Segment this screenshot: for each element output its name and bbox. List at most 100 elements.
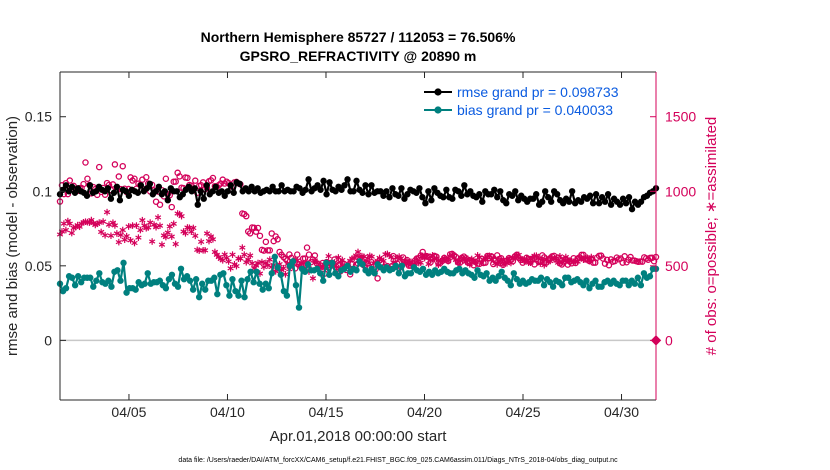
bias-point bbox=[253, 268, 260, 275]
obs-assimilated-point bbox=[203, 230, 211, 237]
obs-possible-point bbox=[242, 212, 250, 220]
bias-point bbox=[229, 276, 236, 283]
obs-assimilated-point bbox=[241, 251, 248, 258]
bias-point bbox=[232, 287, 239, 295]
bias-point bbox=[329, 259, 336, 267]
obs-assimilated-point bbox=[254, 259, 262, 267]
y-axis-right-label: # of obs: o=possible; ∗=assimilated bbox=[703, 117, 720, 356]
bias-point bbox=[214, 290, 221, 298]
obs-assimilated-point bbox=[135, 234, 142, 241]
bias-point bbox=[395, 270, 403, 277]
obs-assimilated-point bbox=[313, 259, 320, 267]
rmse-point bbox=[601, 198, 609, 205]
y-tick-label: 0.15 bbox=[25, 109, 52, 125]
obs-assimilated-point bbox=[192, 232, 199, 240]
rmse-point bbox=[350, 188, 357, 195]
rmse-point bbox=[395, 192, 402, 199]
rmse-point bbox=[503, 200, 510, 207]
bias-point bbox=[177, 265, 185, 272]
bias-point bbox=[114, 267, 121, 274]
obs-assimilated-point bbox=[66, 220, 73, 227]
bias-point bbox=[105, 277, 112, 284]
obs-assimilated-point bbox=[119, 226, 126, 234]
rmse-point bbox=[592, 191, 600, 198]
legend-marker-rmse bbox=[434, 88, 442, 96]
obs-assimilated-point bbox=[527, 259, 534, 266]
rmse-point bbox=[104, 185, 112, 192]
obs-possible-point bbox=[590, 259, 597, 266]
obs-assimilated-point bbox=[139, 216, 146, 224]
series-layer bbox=[56, 159, 662, 346]
rmse-point bbox=[565, 198, 573, 205]
rmse-point bbox=[416, 185, 423, 192]
series-assimilated bbox=[56, 208, 595, 282]
rmse-point bbox=[398, 185, 405, 192]
obs-assimilated-point bbox=[541, 261, 548, 269]
bias-point bbox=[428, 271, 436, 278]
obs-possible-point bbox=[621, 253, 628, 260]
obs-possible-point bbox=[260, 247, 268, 254]
obs-possible-point bbox=[605, 261, 613, 269]
bias-point bbox=[474, 267, 481, 274]
rmse-point bbox=[365, 191, 372, 198]
rmse-point bbox=[62, 182, 70, 189]
bias-point bbox=[304, 261, 312, 268]
obs-possible-point bbox=[176, 173, 183, 180]
obs-assimilated-point bbox=[197, 238, 205, 246]
rmse-point bbox=[625, 194, 633, 201]
bias-point bbox=[96, 270, 103, 277]
obs-possible-point bbox=[95, 163, 103, 171]
bias-point bbox=[344, 262, 351, 270]
rmse-point bbox=[173, 188, 181, 195]
bias-point bbox=[598, 283, 605, 290]
rmse-point bbox=[164, 197, 172, 204]
obs-assimilated-point bbox=[107, 232, 115, 240]
rmse-point bbox=[224, 188, 231, 195]
rmse-point bbox=[440, 194, 447, 201]
obs-assimilated-point bbox=[380, 257, 387, 265]
obs-possible-point bbox=[246, 230, 254, 237]
bias-point bbox=[117, 277, 124, 284]
bias-point bbox=[195, 293, 203, 301]
bias-point bbox=[238, 277, 245, 284]
obs-assimilated-point bbox=[158, 241, 166, 248]
obs-assimilated-point bbox=[111, 222, 119, 229]
series-bias bbox=[56, 253, 660, 311]
rmse-point bbox=[305, 176, 312, 183]
bias-point bbox=[174, 283, 182, 290]
rmse-point bbox=[497, 188, 504, 195]
obs-possible-point bbox=[156, 201, 164, 208]
plot-area bbox=[60, 72, 656, 400]
bias-point bbox=[371, 270, 378, 277]
rmse-point bbox=[541, 188, 549, 195]
bias-point bbox=[280, 287, 288, 295]
chart-subtitle: GPSRO_REFRACTIVITY @ 20890 m bbox=[240, 48, 477, 64]
rmse-point bbox=[538, 198, 546, 205]
obs-assimilated-point bbox=[68, 229, 75, 237]
obs-possible-point bbox=[184, 174, 191, 182]
rmse-point bbox=[200, 195, 207, 202]
bias-point bbox=[223, 282, 230, 289]
bias-point bbox=[165, 276, 173, 283]
obs-possible-point bbox=[268, 230, 275, 237]
obs-assimilated-point bbox=[156, 222, 164, 230]
rmse-point bbox=[533, 191, 540, 198]
rmse-point bbox=[161, 188, 169, 195]
bias-point bbox=[507, 282, 514, 289]
bias-point bbox=[637, 282, 645, 289]
bias-point bbox=[108, 283, 115, 290]
rmse-point bbox=[491, 186, 498, 193]
obs-possible-point bbox=[254, 224, 262, 232]
x-tick-label: 04/15 bbox=[308, 404, 343, 420]
obs-assimilated-point bbox=[227, 265, 234, 272]
legend-marker-bias bbox=[434, 106, 442, 114]
rmse-point bbox=[113, 183, 121, 190]
bias-point bbox=[456, 265, 463, 272]
bias-point bbox=[546, 279, 554, 286]
bias-point bbox=[513, 276, 521, 283]
obs-assimilated-point bbox=[339, 256, 346, 264]
obs-assimilated-point bbox=[423, 252, 430, 260]
rmse-point bbox=[107, 195, 115, 202]
rmse-point bbox=[386, 194, 393, 201]
rmse-point bbox=[227, 182, 234, 189]
